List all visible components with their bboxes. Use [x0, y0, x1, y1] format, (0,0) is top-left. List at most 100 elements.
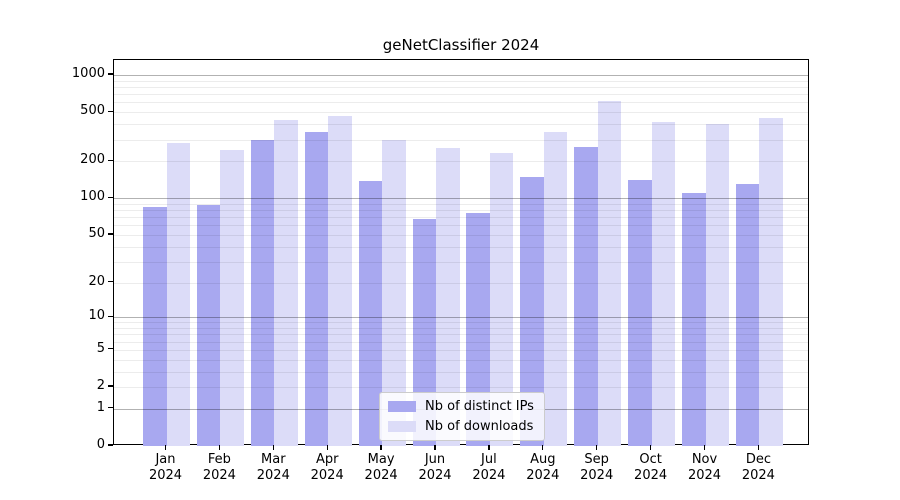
legend-row-ips: Nb of distinct IPs	[388, 398, 534, 415]
downloads-bar-aug	[543, 132, 568, 446]
x-tick-mark-may	[380, 445, 382, 450]
x-tick-mark-jun	[434, 445, 436, 450]
x-tick-mark-nov	[703, 445, 706, 450]
minor-gridline-400	[114, 124, 808, 126]
y-tick-label-500: 500	[80, 103, 105, 119]
ips-bar-dec	[735, 183, 760, 446]
x-tick-label-aug: Aug 2024	[526, 452, 560, 483]
gridlines-layer	[114, 60, 808, 444]
y-tick-mark-10	[108, 315, 113, 317]
y-tick-label-50: 50	[88, 225, 105, 241]
downloads-bar-jul	[489, 152, 514, 446]
minor-gridline-8	[114, 328, 808, 329]
y-tick-mark-500	[108, 110, 113, 112]
minor-gridline-40	[114, 246, 808, 248]
x-tick-mark-mar	[272, 445, 274, 450]
downloads-bar-jun	[436, 147, 460, 446]
x-tick-label-apr: Apr 2024	[310, 452, 344, 483]
downloads-bar-mar	[274, 120, 298, 446]
x-tick-label-sep: Sep 2024	[580, 452, 614, 483]
y-tick-mark-100	[108, 196, 113, 198]
ips-bar-feb	[196, 205, 221, 446]
minor-gridline-90	[114, 203, 808, 205]
downloads-bar-nov	[705, 124, 729, 446]
chart-title: geNetClassifier 2024	[382, 36, 540, 54]
x-tick-mark-dec	[757, 445, 760, 450]
legend-row-downloads: Nb of downloads	[388, 418, 534, 435]
minor-gridline-700	[114, 94, 808, 96]
minor-gridline-200	[114, 161, 808, 163]
y-tick-mark-200	[108, 159, 113, 161]
x-tick-mark-jan	[164, 445, 167, 450]
y-tick-label-0: 0	[96, 437, 105, 452]
x-tick-label-may: May 2024	[364, 452, 398, 483]
minor-gridline-2	[114, 387, 808, 388]
ips-bar-jun	[412, 219, 436, 446]
y-tick-label-100: 100	[80, 189, 105, 205]
x-tick-label-dec: Dec 2024	[741, 452, 775, 483]
minor-gridline-300	[114, 139, 808, 141]
ips-bar-oct	[628, 180, 652, 446]
downloads-bar-dec	[759, 118, 783, 446]
minor-gridline-3	[114, 371, 808, 373]
minor-gridline-30	[114, 261, 808, 263]
major-gridline-1000	[114, 75, 808, 76]
ips-bar-jul	[466, 212, 490, 446]
x-tick-label-jan: Jan 2024	[148, 452, 183, 483]
legend: Nb of distinct IPs Nb of downloads	[379, 392, 545, 441]
y-tick-mark-2	[108, 385, 113, 387]
downloads-bar-may	[382, 140, 406, 446]
y-tick-mark-5	[108, 348, 113, 350]
minor-gridline-20	[114, 282, 808, 284]
major-gridline-100	[114, 198, 808, 200]
x-tick-mark-apr	[326, 445, 328, 450]
ips-bar-apr	[304, 132, 329, 446]
downloads-bar-apr	[328, 115, 352, 446]
y-tick-label-1000: 1000	[71, 66, 105, 81]
x-tick-label-oct: Oct 2024	[634, 452, 668, 483]
minor-gridline-6	[114, 341, 808, 343]
y-tick-label-1: 1	[96, 399, 105, 415]
legend-label-downloads: Nb of downloads	[425, 419, 534, 434]
y-tick-mark-1	[108, 407, 113, 409]
minor-gridline-80	[114, 210, 808, 211]
minor-gridline-800	[114, 87, 808, 88]
downloads-bar-jan	[166, 143, 190, 446]
ips-bar-nov	[682, 192, 706, 446]
x-tick-mark-jul	[488, 445, 490, 450]
minor-gridline-600	[114, 102, 808, 104]
minor-gridline-60	[114, 225, 808, 227]
y-tick-mark-1000	[108, 73, 113, 75]
minor-gridline-70	[114, 217, 808, 219]
y-tick-mark-50	[108, 233, 113, 235]
y-tick-mark-0	[108, 444, 113, 446]
ips-bar-sep	[574, 147, 598, 446]
major-gridline-10	[114, 317, 808, 319]
x-tick-mark-feb	[218, 445, 221, 450]
plot-area: Nb of distinct IPs Nb of downloads	[113, 59, 809, 446]
y-tick-label-20: 20	[88, 273, 105, 289]
y-tick-label-10: 10	[88, 308, 105, 324]
x-tick-label-nov: Nov 2024	[687, 452, 722, 483]
legend-swatch-ips	[388, 401, 416, 412]
minor-gridline-50	[114, 234, 808, 236]
y-tick-label-2: 2	[96, 378, 105, 393]
x-tick-mark-oct	[649, 445, 652, 450]
y-tick-label-200: 200	[80, 152, 105, 168]
x-tick-mark-aug	[542, 445, 544, 450]
legend-label-ips: Nb of distinct IPs	[425, 399, 534, 414]
downloads-bar-feb	[220, 150, 244, 446]
y-tick-mark-20	[108, 280, 113, 283]
minor-gridline-7	[114, 334, 808, 336]
x-tick-label-mar: Mar 2024	[256, 452, 290, 483]
minor-gridline-5	[114, 349, 808, 351]
bars-layer	[114, 60, 808, 446]
minor-gridline-500	[114, 112, 808, 114]
minor-gridline-9	[114, 322, 808, 324]
x-tick-label-jun: Jun 2024	[418, 452, 452, 483]
downloads-bar-sep	[597, 101, 622, 446]
x-tick-mark-sep	[596, 445, 598, 450]
ips-bar-mar	[250, 139, 275, 446]
minor-gridline-900	[114, 80, 808, 82]
x-tick-label-jul: Jul 2024	[472, 452, 506, 483]
